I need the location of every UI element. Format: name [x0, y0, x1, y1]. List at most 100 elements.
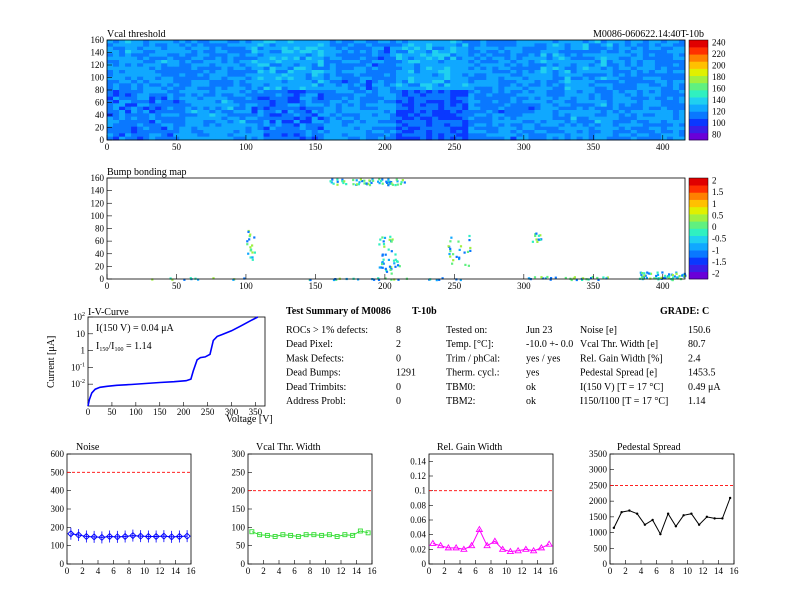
heatmap-cell: [257, 106, 264, 111]
heatmap-cell: [570, 80, 578, 84]
heatmap-cell: [450, 70, 457, 74]
heatmap-cell: [245, 53, 252, 58]
heatmap-cell: [125, 56, 132, 61]
heatmap-cell: [558, 106, 565, 111]
heatmap-cell: [281, 116, 289, 121]
heatmap-cell: [119, 136, 126, 141]
heatmap-cell: [365, 63, 373, 68]
heatmap-cell: [107, 73, 114, 78]
heatmap-cell: [618, 123, 626, 128]
bump-pixel: [378, 182, 381, 185]
heatmap-cell: [486, 130, 493, 134]
heatmap-cell: [540, 113, 547, 118]
heatmap-cell: [576, 130, 584, 134]
heatmap-cell: [371, 50, 379, 54]
heatmap-cell: [359, 110, 367, 114]
heatmap-cell: [672, 113, 680, 118]
heatmap-cell: [522, 130, 529, 134]
heatmap-cell: [293, 130, 301, 134]
heatmap-cell: [119, 56, 126, 61]
heatmap-cell: [474, 70, 481, 74]
heatmap-cell: [143, 53, 150, 58]
heatmap-cell: [113, 40, 120, 44]
heatmap-cell: [672, 103, 680, 108]
heatmap-cell: [414, 136, 421, 141]
heatmap-cell: [552, 133, 559, 138]
heatmap-cell: [630, 120, 638, 124]
heatmap-cell: [468, 56, 475, 61]
heatmap-cell: [432, 53, 439, 58]
heatmap-cell: [606, 56, 614, 61]
heatmap-cell: [630, 46, 638, 51]
heatmap-cell: [552, 50, 559, 54]
heatmap-cell: [365, 80, 373, 84]
heatmap-cell: [474, 126, 481, 131]
heatmap-cell: [341, 96, 349, 101]
heatmap-cell: [654, 43, 662, 48]
heatmap-cell: [161, 86, 168, 91]
x-tick-label: 10: [321, 566, 331, 576]
x-tick-label: 0: [427, 566, 432, 576]
heatmap-cell: [161, 76, 168, 81]
heatmap-cell: [233, 93, 240, 98]
heatmap-cell: [636, 43, 644, 48]
heatmap-cell: [444, 93, 451, 98]
heatmap-cell: [287, 130, 295, 134]
bump-pixel: [466, 250, 470, 253]
heatmap-cell: [365, 50, 373, 54]
heatmap-cell: [552, 136, 559, 141]
heatmap-cell: [624, 103, 632, 108]
heatmap-cell: [474, 83, 481, 88]
bump-pixel: [663, 276, 666, 280]
heatmap-cell: [420, 133, 427, 138]
heatmap-cell: [498, 90, 505, 94]
bump-pixel: [169, 277, 172, 280]
heatmap-cell: [618, 106, 626, 111]
bump-pixel: [371, 178, 374, 181]
heatmap-cell: [414, 66, 421, 71]
heatmap-cell: [456, 130, 463, 134]
heatmap-cell: [371, 93, 379, 98]
heatmap-cell: [365, 116, 373, 121]
heatmap-cell: [444, 130, 451, 134]
heatmap-cell: [522, 76, 529, 81]
heatmap-cell: [450, 66, 457, 71]
data-point: [705, 515, 709, 519]
heatmap-cell: [588, 66, 596, 71]
heatmap-cell: [311, 90, 319, 94]
heatmap-cell: [227, 63, 234, 68]
bump-pixel: [251, 256, 254, 259]
heatmap-cell: [335, 63, 343, 68]
heatmap-cell: [654, 133, 662, 138]
bump-pixel: [341, 178, 344, 181]
heatmap-cell: [534, 126, 541, 131]
heatmap-cell: [666, 126, 674, 131]
heatmap-cell: [215, 43, 222, 48]
heatmap-cell: [624, 53, 632, 58]
heatmap-cell: [215, 66, 222, 71]
heatmap-cell: [107, 66, 114, 71]
heatmap-cell: [107, 110, 114, 114]
data-point: [651, 518, 654, 522]
heatmap-cell: [389, 53, 397, 58]
y-tick-label: 10-1: [71, 362, 85, 372]
heatmap-cell: [323, 73, 331, 78]
bump-pixel: [251, 244, 254, 247]
heatmap-cell: [269, 136, 276, 141]
heatmap-cell: [432, 133, 439, 138]
heatmap-cell: [209, 120, 216, 124]
heatmap-cell: [281, 93, 289, 98]
heatmap-cell: [191, 56, 198, 61]
heatmap-cell: [389, 130, 397, 134]
heatmap-cell: [221, 86, 228, 91]
heatmap-cell: [347, 83, 355, 88]
heatmap-cell: [432, 63, 439, 68]
heatmap-cell: [197, 133, 204, 138]
heatmap-cell: [468, 86, 475, 91]
heatmap-cell: [143, 120, 150, 124]
heatmap-cell: [582, 66, 590, 71]
heatmap-cell: [305, 123, 313, 128]
heatmap-cell: [522, 83, 529, 88]
heatmap-cell: [480, 53, 487, 58]
